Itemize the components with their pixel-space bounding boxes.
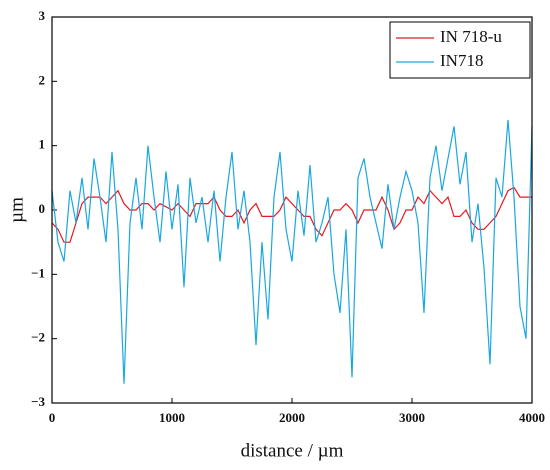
- x-tick-label: 3000: [399, 410, 425, 425]
- y-tick-label: −3: [31, 394, 45, 409]
- x-tick-label: 1000: [159, 410, 185, 425]
- y-tick-label: −1: [31, 265, 45, 280]
- y-axis-label: µm: [6, 197, 27, 223]
- legend-label: IN718: [440, 51, 483, 70]
- legend-label: IN 718-u: [440, 27, 502, 46]
- x-tick-label: 0: [49, 410, 56, 425]
- series-line: [51, 119, 533, 384]
- y-tick-label: 3: [39, 8, 46, 23]
- x-tick-label: 4000: [519, 410, 545, 425]
- y-tick-label: 2: [39, 72, 46, 87]
- series-line: [51, 186, 532, 243]
- legend-box: [389, 21, 531, 79]
- plot-frame: [51, 16, 533, 404]
- x-tick-label: 2000: [279, 410, 305, 425]
- y-tick-label: 0: [39, 201, 46, 216]
- y-tick-label: −2: [31, 330, 45, 345]
- y-tick-label: 1: [39, 137, 46, 152]
- x-axis-label: distance / µm: [241, 440, 344, 461]
